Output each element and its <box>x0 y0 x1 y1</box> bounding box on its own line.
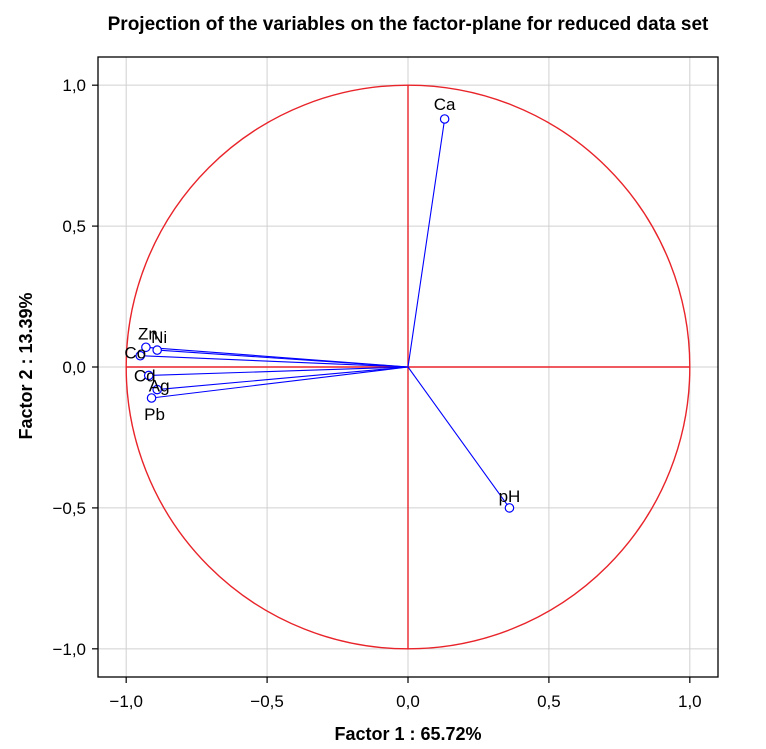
x-tick-label: 0,5 <box>537 692 561 711</box>
loading-vector-ni <box>157 349 409 368</box>
variable-point-ph <box>504 503 515 513</box>
variable-point-zn <box>141 342 151 353</box>
y-tick-label: 0,5 <box>62 217 86 236</box>
x-tick-label: 0,0 <box>396 692 420 711</box>
variable-point-pb <box>146 393 157 403</box>
x-tick-label: 1,0 <box>678 692 702 711</box>
loading-vector-cd <box>148 366 409 377</box>
variable-label-ph: pH <box>499 487 521 506</box>
x-tick-label: −1,0 <box>109 692 143 711</box>
variable-point-cd <box>143 370 154 381</box>
loading-vector-ag <box>157 366 409 391</box>
variable-point-ag <box>152 384 162 395</box>
variable-label-pb: Pb <box>144 405 165 424</box>
loading-vectors <box>140 118 510 509</box>
y-tick-label: −1,0 <box>52 640 86 659</box>
x-axis-label: Factor 1 : 65.72% <box>334 724 481 744</box>
loading-vector-co <box>140 355 409 368</box>
y-tick-label: 1,0 <box>62 76 86 95</box>
variable-label-co: Co <box>124 344 146 363</box>
chart-title: Projection of the variables on the facto… <box>108 14 709 35</box>
x-tick-label: −0,5 <box>250 692 284 711</box>
loading-vector-ca <box>407 118 446 368</box>
y-tick-label: −0,5 <box>52 499 86 518</box>
y-tick-label: 0,0 <box>62 358 86 377</box>
axis-ticks: −1,0 −0,5 0,0 0,5 1,0 1,0 0,5 0,0 −0,5 −1,0 <box>52 76 701 711</box>
y-axis-label: Factor 2 : 13.39% <box>16 292 36 439</box>
variable-label-ca: Ca <box>434 95 456 114</box>
variable-label-zn: Zn <box>138 324 158 343</box>
variable-label-ag: Ag <box>149 377 170 396</box>
variable-label-cd: Cd <box>134 366 156 385</box>
variable-point-ni <box>152 345 162 355</box>
loading-vector-pb <box>151 366 409 399</box>
loading-vector-ph <box>407 366 510 509</box>
variable-point-ca <box>439 114 450 124</box>
variable-point-co <box>135 350 146 361</box>
variable-label-ni: Ni <box>151 328 167 347</box>
